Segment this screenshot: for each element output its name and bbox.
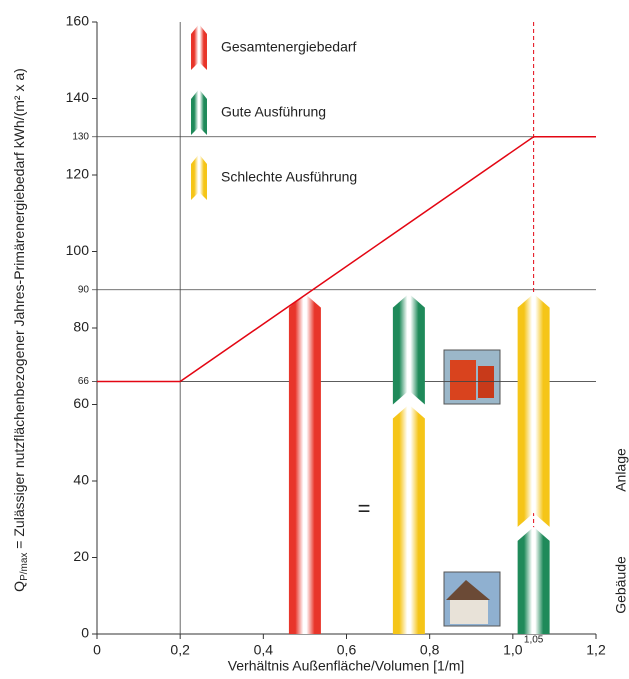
- legend-label: Schlechte Ausführung: [221, 169, 357, 185]
- bar-segment: [392, 293, 425, 405]
- legend-swatch: [191, 154, 207, 200]
- y-tick-label: 20: [73, 548, 89, 564]
- x-axis-label: Verhältnis Außenfläche/Volumen [1/m]: [228, 658, 465, 674]
- y-tick-label: 90: [78, 284, 90, 295]
- x-tick-label: 0,8: [420, 642, 440, 658]
- legend-swatch: [191, 24, 207, 70]
- y-tick-label: 120: [66, 166, 90, 182]
- bar-segment: [288, 293, 321, 634]
- x-tick-label: 0: [93, 642, 101, 658]
- y-tick-label: 140: [66, 89, 90, 105]
- bar-segment: [392, 404, 425, 634]
- legend-label: Gesamtenergiebedarf: [221, 39, 357, 55]
- y-tick-label: 66: [78, 376, 90, 387]
- y-label-rest: = Zulässiger nutzflächenbezogener Jahres…: [11, 68, 27, 552]
- x-tick-label: 0,4: [254, 642, 274, 658]
- bar-segment: [517, 526, 550, 634]
- x-tick-label: 0,6: [337, 642, 357, 658]
- x-tick-label: 1,2: [586, 642, 606, 658]
- y-tick-label: 80: [73, 319, 89, 335]
- requirement-line: [97, 136, 596, 383]
- y-tick-label: 130: [72, 131, 89, 142]
- y-axis-label: QP/max = Zulässiger nutzflächenbezogener…: [11, 68, 30, 592]
- y-tick-label: 160: [66, 13, 90, 29]
- y-tick-label: 60: [73, 395, 89, 411]
- y-tick-label: 0: [81, 625, 89, 641]
- y-label-sub: P/max: [19, 553, 30, 581]
- y-label-symbol: Q: [11, 581, 27, 592]
- photo-house: [443, 571, 501, 627]
- marker-label: 1,05: [524, 635, 544, 646]
- bar-segment: [517, 293, 550, 527]
- x-tick-label: 0,2: [170, 642, 190, 658]
- equals-sign: =: [358, 496, 371, 521]
- legend-label: Gute Ausführung: [221, 104, 326, 120]
- side-label: Anlage: [613, 448, 629, 492]
- y-tick-label: 100: [66, 242, 90, 258]
- side-label: Gebäude: [613, 556, 629, 614]
- y-tick-label: 40: [73, 472, 89, 488]
- photo-boiler: [443, 349, 501, 405]
- x-tick-label: 1,0: [503, 642, 523, 658]
- legend-swatch: [191, 89, 207, 135]
